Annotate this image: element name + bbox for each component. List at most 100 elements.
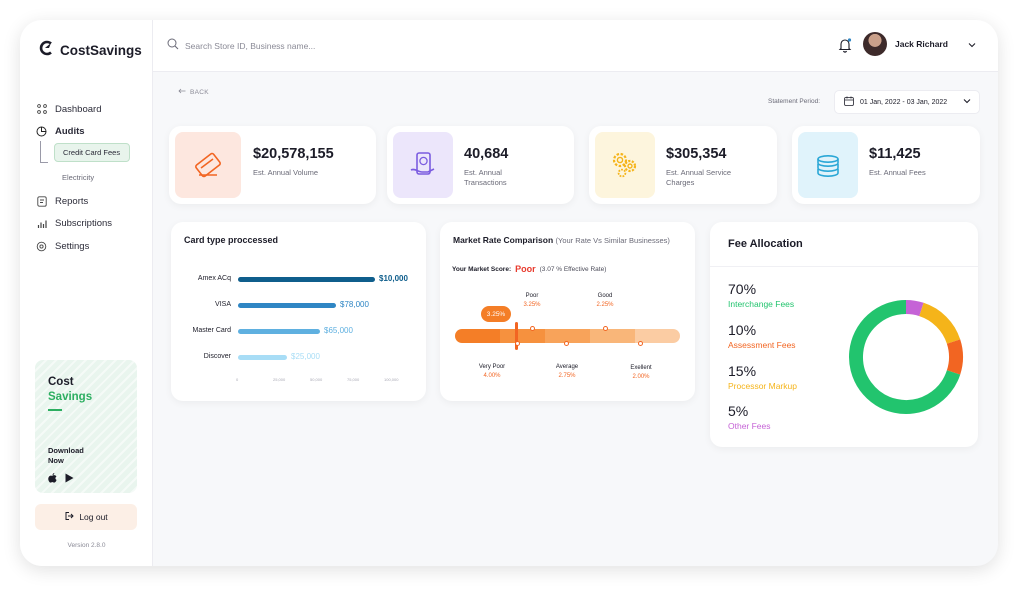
bar-category-label: VISA [215,301,231,308]
market-rate-subtitle: (Your Rate Vs Similar Businesses) [555,236,670,245]
brand[interactable]: CostSavings [38,40,142,61]
subnav-item-electricity[interactable]: Electricity [62,172,95,182]
bar-value-label: $25,000 [291,352,320,361]
promo-accent [48,409,62,411]
bar-row: Master Card $65,000 [171,326,426,337]
sidebar-item-label: Dashboard [55,103,102,115]
gauge-dot [515,341,520,346]
back-link[interactable]: BACK [178,88,209,96]
search-bar [167,37,385,55]
stat-value: $305,354 [666,146,727,162]
market-score-label: Your Market Score: [452,265,512,273]
stat-value: 40,684 [464,146,509,162]
bar [238,329,320,334]
card-type-panel: Card type proccessed Amex ACq $10,000 VISA… [171,222,426,401]
statement-period-label: Statement Period: [768,98,821,105]
fee-name: Processor Markup [728,381,797,391]
app-download-promo: Cost Savings Download Now [35,360,137,493]
sidebar-item-subscriptions[interactable]: Subscriptions [36,213,146,236]
logout-button[interactable]: Log out [35,504,137,530]
your-rate-badge: 3.25% [481,306,511,322]
market-score-value: Poor [515,264,536,274]
gauge-mark-poor: Poor 3.25% [523,293,541,308]
app-window: CostSavings Dashboard Audits Credit Card… [20,20,998,566]
sidebar-item-reports[interactable]: Reports [36,190,146,213]
x-tick-label: 0 [236,377,239,382]
avatar [863,32,887,56]
fee-allocation-title: Fee Allocation [728,238,803,250]
gauge-mark-good: Good 2.25% [596,293,614,308]
fee-percent: 70% [728,281,757,297]
gears-icon [595,132,655,198]
x-tick-label: 75,000 [347,377,360,382]
bar-category-label: Master Card [192,327,231,334]
pie-chart-icon [36,126,47,137]
x-tick-label: 100,000 [384,377,399,382]
stat-card-service-charges: $305,354 Est. Annual Service Charges [589,126,777,204]
bar-value-label: $78,000 [340,300,369,309]
gear-icon [36,241,47,252]
bar [238,303,336,308]
market-rate-panel: Market Rate Comparison (Your Rate Vs Sim… [440,222,695,401]
fee-percent: 15% [728,363,757,379]
brand-logo-icon [38,40,54,61]
user-menu[interactable]: Jack Richard [863,32,976,56]
market-score-detail: (3.07 % Effective Rate) [539,265,607,273]
stat-label: Est. Annual Fees [869,168,926,177]
search-input[interactable] [185,41,385,51]
gauge-dot [530,326,535,331]
stat-label: Est. Annual Transactions [464,168,507,187]
promo-download-text: Download Now [48,446,84,465]
sidebar-item-dashboard[interactable]: Dashboard [36,98,146,121]
play-store-icon[interactable] [65,470,74,488]
chevron-down-icon [963,98,971,106]
audits-subnav: Credit Card Fees Electricity [40,141,146,188]
stat-value: $20,578,155 [253,146,334,162]
fee-name: Other Fees [728,421,771,431]
subnav-connector [40,141,48,163]
donut-slice-processor-markup [918,302,961,345]
gauge-mark-excellent: Exellent 2.00% [630,365,652,380]
report-icon [36,196,47,207]
version-text: Version 2.8.0 [67,542,106,549]
chevron-down-icon [968,35,976,53]
bar-chart-icon [36,218,47,229]
top-bar: Jack Richard [153,20,998,72]
fee-name: Assessment Fees [728,340,796,350]
arrow-left-icon [178,88,186,96]
bar-category-label: Amex ACq [197,275,231,282]
gauge-mark-average: Average 2.75% [555,364,579,379]
donut-slice-other-fees [905,300,924,317]
sidebar-item-label: Audits [55,126,85,138]
x-tick-label: 25,000 [273,377,286,382]
bar-row: VISA $78,000 [171,300,426,311]
sidebar-item-settings[interactable]: Settings [36,235,146,258]
sidebar-item-label: Settings [55,240,90,252]
logout-icon [64,511,75,523]
sidebar-item-audits[interactable]: Audits [36,121,146,144]
store-icons [48,470,74,488]
back-label: BACK [190,88,209,96]
fee-percent: 10% [728,322,757,338]
sidebar: CostSavings Dashboard Audits Credit Card… [20,20,153,566]
sidebar-item-label: Subscriptions [55,218,113,230]
stat-value: $11,425 [869,146,921,162]
promo-title: Cost [48,376,74,388]
bar-row: Discover $25,000 [171,352,426,363]
statement-period-select[interactable]: 01 Jan, 2022 - 03 Jan, 2022 [834,90,980,114]
subnav-item-credit-card-fees[interactable]: Credit Card Fees [54,143,130,162]
gauge-mark-very-poor: Very Poor 4.00% [478,364,506,379]
user-name: Jack Richard [895,39,948,49]
bar [238,355,287,360]
fee-percent: 5% [728,403,749,419]
donut-slice-assessment-fees [946,339,963,375]
stat-card-volume: $20,578,155 Est. Annual Volume [169,126,376,204]
donut-slice-interchange-fees [849,300,961,414]
coins-icon [798,132,858,198]
apple-icon[interactable] [48,470,57,488]
rate-gauge-track [455,329,680,343]
search-icon [167,37,179,55]
bell-icon[interactable] [838,37,852,58]
bar [238,277,375,282]
sidebar-item-label: Reports [55,195,89,207]
